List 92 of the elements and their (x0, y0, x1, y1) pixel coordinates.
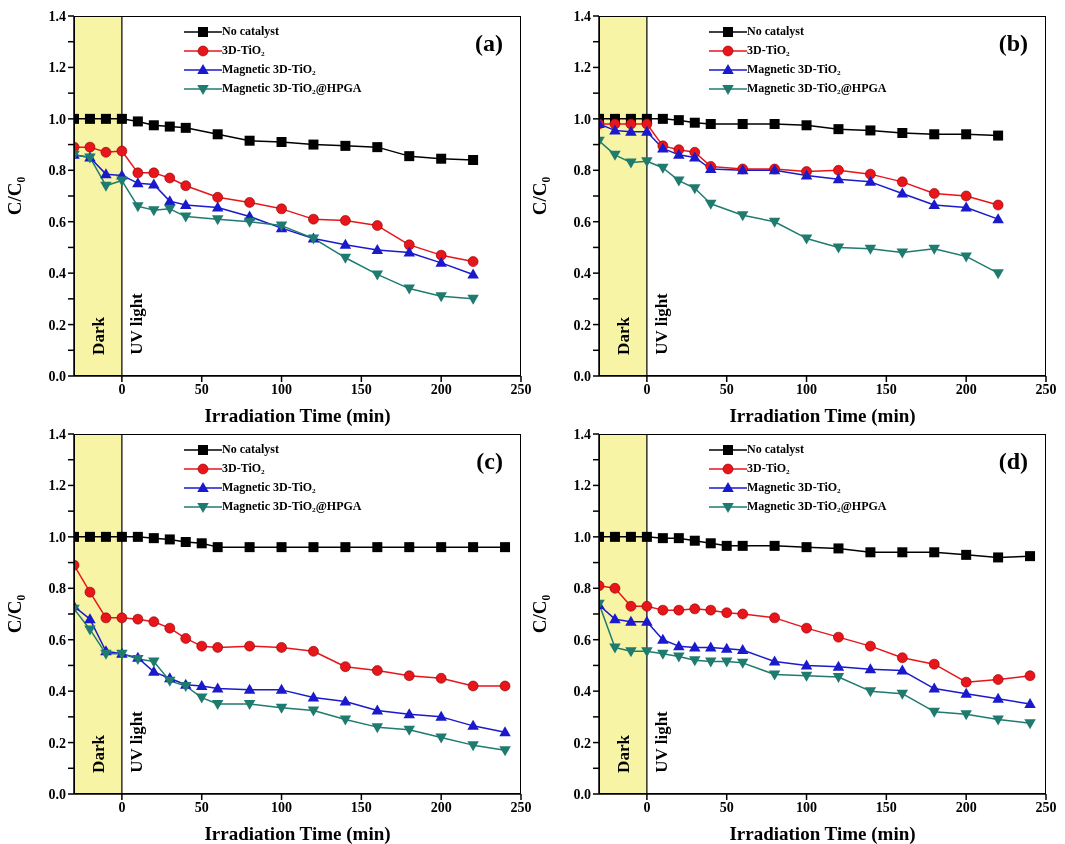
y-axis-title: C/C₀ (3, 176, 25, 216)
x-tick-label: 100 (796, 799, 818, 815)
y-tick-label: 0.6 (48, 632, 66, 648)
y-tick-label: 1.4 (573, 426, 591, 442)
x-tick-label: 50 (194, 799, 209, 815)
y-tick-label: 0.2 (48, 735, 66, 751)
x-tick-label: 50 (719, 381, 734, 397)
legend-label: Magnetic 3D-TiO₂ (747, 62, 841, 77)
x-axis-title: Irradiation Time (min) (204, 823, 391, 844)
band-label: Dark (88, 316, 108, 355)
legend-label: Magnetic 3D-TiO₂ (222, 480, 316, 495)
y-tick-label: 0.2 (573, 317, 591, 333)
y-tick-label: 1.4 (48, 426, 66, 442)
ref-line-label: UV light (651, 710, 671, 773)
legend-label: 3D-TiO₂ (222, 461, 265, 476)
y-tick-label: 0.0 (573, 786, 591, 802)
x-tick-label: 50 (719, 799, 734, 815)
y-tick-label: 0.0 (48, 786, 66, 802)
x-tick-label: 50 (194, 381, 209, 397)
y-tick-label: 0.6 (573, 214, 591, 230)
x-tick-label: 100 (271, 799, 293, 815)
y-tick-label: 1.2 (48, 478, 66, 494)
x-tick-label: 0 (643, 799, 651, 815)
text: (a) (475, 30, 503, 57)
y-tick-label: 0.0 (48, 368, 66, 384)
band-label: Dark (613, 734, 633, 773)
y-tick-label: 0.4 (48, 266, 66, 282)
x-axis-title: Irradiation Time (min) (204, 405, 391, 427)
y-tick-label: 1.4 (573, 8, 591, 24)
y-axis-title: C/C₀ (528, 594, 550, 634)
y-tick-label: 1.4 (48, 8, 66, 24)
legend-label: Magnetic 3D-TiO₂@HPGA (222, 81, 362, 96)
y-tick-label: 0.4 (573, 266, 591, 282)
legend-label: No catalyst (747, 24, 804, 39)
legend-label: Magnetic 3D-TiO₂@HPGA (747, 499, 887, 514)
legend-label: 3D-TiO₂ (747, 461, 790, 476)
band-label: Dark (613, 316, 633, 355)
x-tick-label: 200 (955, 799, 977, 815)
x-tick-label: 0 (118, 381, 126, 397)
ref-line-label: UV light (126, 292, 146, 355)
y-tick-label: 0.4 (48, 684, 66, 700)
legend-label: 3D-TiO₂ (222, 43, 265, 58)
y-tick-label: 0.2 (573, 735, 591, 751)
x-tick-label: 150 (350, 381, 372, 397)
y-tick-label: 1.0 (573, 111, 591, 127)
x-tick-label: 200 (955, 381, 977, 397)
text: (b) (998, 30, 1028, 57)
x-tick-label: 250 (1035, 799, 1057, 815)
legend-label: No catalyst (222, 442, 279, 457)
x-tick-label: 250 (510, 799, 532, 815)
x-tick-label: 100 (271, 381, 293, 397)
y-tick-label: 1.0 (48, 111, 66, 127)
x-axis-title: Irradiation Time (min) (729, 405, 916, 427)
y-tick-label: 0.4 (573, 684, 591, 700)
legend-label: Magnetic 3D-TiO₂ (222, 62, 316, 77)
x-axis-title: Irradiation Time (min) (729, 823, 916, 844)
y-tick-label: 1.0 (48, 529, 66, 545)
y-tick-label: 0.6 (48, 214, 66, 230)
y-tick-label: 0.8 (573, 163, 591, 179)
x-tick-label: 150 (350, 799, 372, 815)
y-tick-label: 0.0 (573, 368, 591, 384)
y-tick-label: 1.0 (573, 529, 591, 545)
ref-line-label: UV light (126, 710, 146, 773)
y-tick-label: 1.2 (573, 60, 591, 76)
x-tick-label: 200 (430, 381, 452, 397)
legend-label: No catalyst (222, 24, 279, 39)
y-tick-label: 0.8 (48, 581, 66, 597)
text: (d) (998, 448, 1028, 475)
x-tick-label: 150 (875, 381, 897, 397)
y-tick-label: 1.2 (48, 60, 66, 76)
y-tick-label: 1.2 (573, 478, 591, 494)
text: (c) (476, 448, 503, 475)
x-tick-label: 250 (1035, 381, 1057, 397)
x-tick-label: 150 (875, 799, 897, 815)
y-tick-label: 0.8 (48, 163, 66, 179)
y-axis-title: C/C₀ (3, 594, 25, 634)
legend-label: 3D-TiO₂ (747, 43, 790, 58)
y-tick-label: 0.8 (573, 581, 591, 597)
y-axis-title: C/C₀ (528, 176, 550, 216)
legend-label: Magnetic 3D-TiO₂@HPGA (222, 499, 362, 514)
x-tick-label: 0 (643, 381, 651, 397)
ref-line-label: UV light (651, 292, 671, 355)
legend-label: Magnetic 3D-TiO₂@HPGA (747, 81, 887, 96)
x-tick-label: 0 (118, 799, 126, 815)
legend-label: Magnetic 3D-TiO₂ (747, 480, 841, 495)
y-tick-label: 0.2 (48, 317, 66, 333)
y-tick-label: 0.6 (573, 632, 591, 648)
band-label: Dark (88, 734, 108, 773)
x-tick-label: 100 (796, 381, 818, 397)
x-tick-label: 250 (510, 381, 532, 397)
x-tick-label: 200 (430, 799, 452, 815)
legend-label: No catalyst (747, 442, 804, 457)
